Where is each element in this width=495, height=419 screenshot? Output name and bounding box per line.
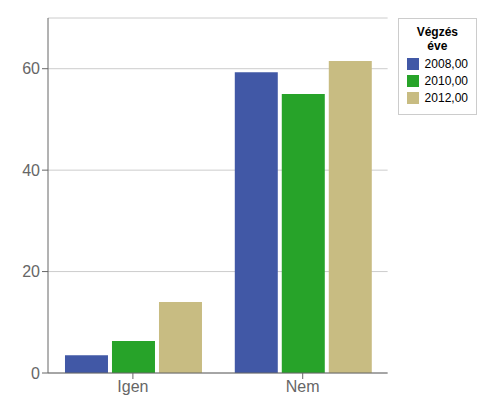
html-text:2008,00: 2008,00 — [424, 57, 468, 71]
svg-text:40: 40 — [22, 162, 40, 179]
svg-text:0: 0 — [31, 365, 40, 382]
html-text:Végzés éve: Végzés éve — [416, 25, 458, 53]
svg-text:Nem: Nem — [286, 378, 320, 395]
svg-text:20: 20 — [22, 263, 40, 280]
html-text:2010,00: 2010,00 — [424, 74, 468, 88]
svg-text:60: 60 — [22, 60, 40, 77]
svg-text:Igen: Igen — [117, 378, 148, 395]
html-text:2012,00: 2012,00 — [424, 91, 468, 105]
